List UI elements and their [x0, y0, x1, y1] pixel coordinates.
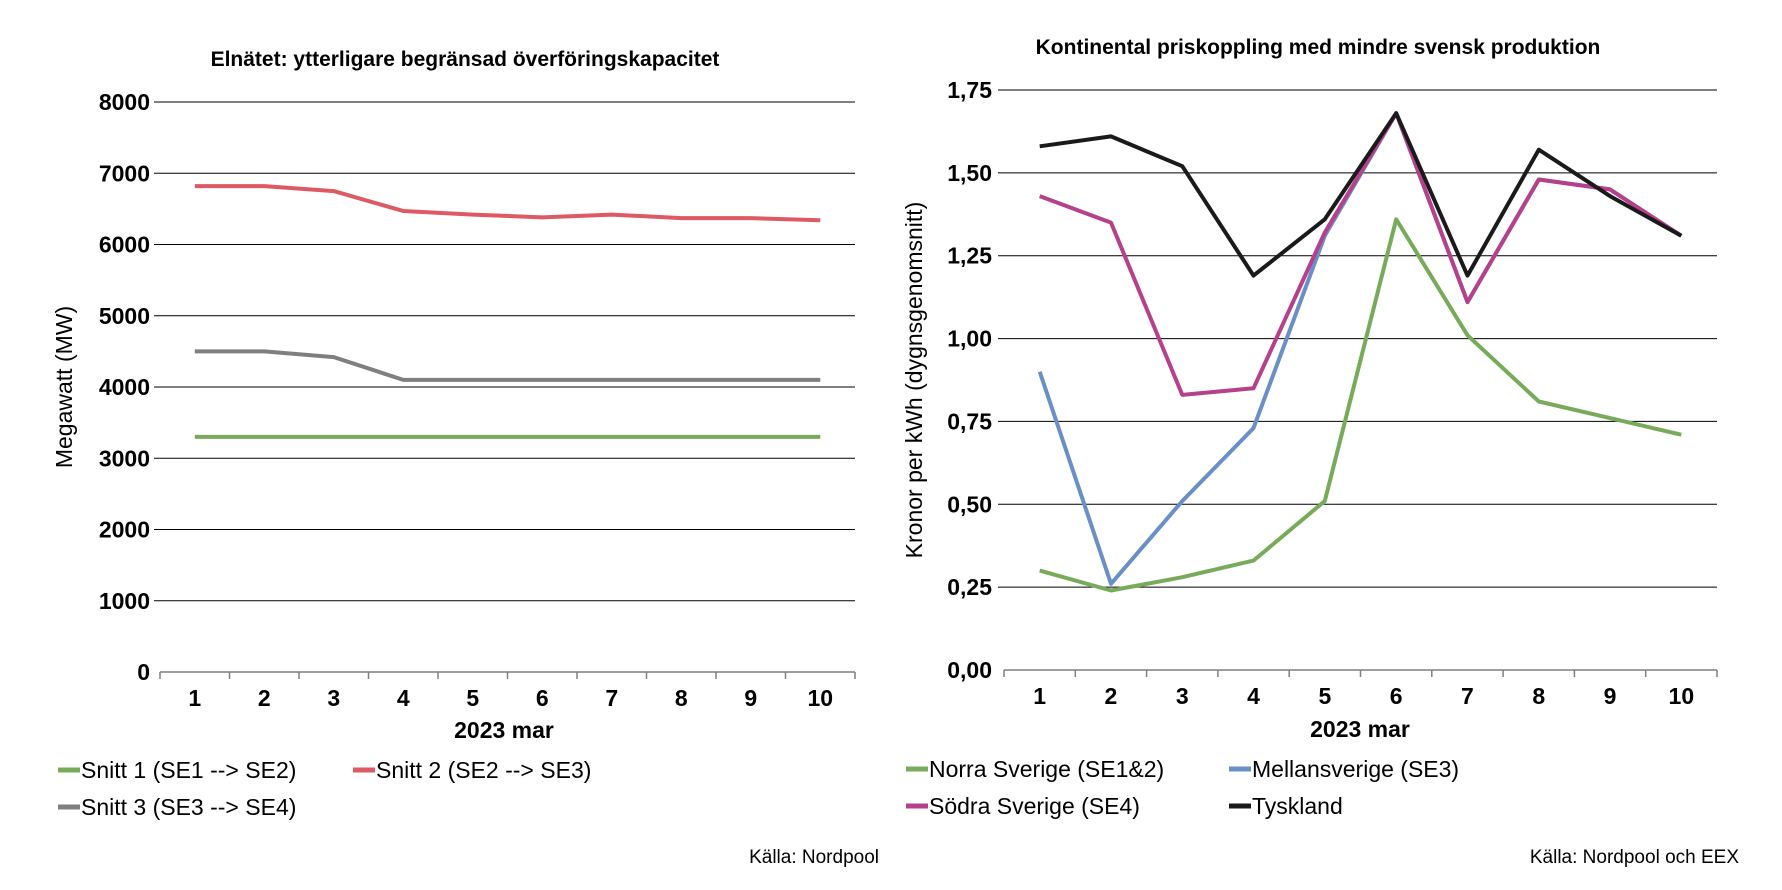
legend-label: Snitt 1 (SE1 --> SE2) [81, 757, 296, 783]
x-tick-label: 10 [807, 685, 833, 711]
y-tick-label: 5000 [99, 303, 150, 329]
legend-label: Snitt 2 (SE2 --> SE3) [376, 757, 591, 783]
y-axis-label: Megawatt (MW) [51, 306, 77, 468]
legend-label: Södra Sverige (SE4) [929, 793, 1140, 819]
series-line [194, 184, 821, 223]
chart-title: Kontinental priskoppling med mindre sven… [1036, 36, 1601, 59]
y-tick-label: 0,50 [947, 491, 992, 517]
x-tick-label: 8 [1532, 683, 1545, 709]
y-tick-label: 3000 [99, 445, 150, 471]
y-tick-label: 1,25 [947, 243, 992, 269]
x-tick-label: 9 [1604, 683, 1617, 709]
y-tick-label: 2000 [99, 517, 150, 543]
y-axis-label: Kronor per kWh (dygnsgenomsnitt) [901, 202, 927, 559]
x-tick-label: 5 [466, 685, 479, 711]
x-tick-label: 2 [1105, 683, 1118, 709]
source-note: Källa: Nordpool och EEX [1530, 847, 1739, 868]
source-note: Källa: Nordpool [749, 847, 879, 868]
x-tick-label: 1 [1033, 683, 1046, 709]
x-tick-label: 7 [1461, 683, 1474, 709]
y-tick-label: 7000 [99, 160, 150, 186]
y-tick-label: 4000 [99, 374, 150, 400]
series-line [1039, 111, 1683, 397]
x-tick-label: 8 [675, 685, 688, 711]
legend-label: Snitt 3 (SE3 --> SE4) [81, 794, 296, 820]
x-tick-label: 9 [744, 685, 757, 711]
y-tick-label: 1,75 [947, 77, 992, 103]
y-tick-label: 0,00 [947, 657, 992, 683]
x-tick-label: 6 [536, 685, 549, 711]
x-tick-label: 6 [1390, 683, 1403, 709]
series-line [1037, 111, 1683, 586]
y-tick-label: 1,00 [947, 326, 992, 352]
y-tick-label: 0,75 [947, 408, 992, 434]
x-tick-label: 1 [188, 685, 201, 711]
legend-label: Tyskland [1252, 793, 1343, 819]
legend-label: Norra Sverige (SE1&2) [929, 756, 1164, 782]
x-tick-label: 10 [1669, 683, 1695, 709]
chart-title: Elnätet: ytterligare begränsad överförin… [211, 48, 720, 71]
x-tick-label: 4 [397, 685, 410, 711]
series-line [194, 349, 821, 382]
y-tick-label: 1,50 [947, 160, 992, 186]
y-tick-label: 1000 [99, 588, 150, 614]
series-line [1039, 111, 1683, 278]
x-tick-label: 2 [258, 685, 271, 711]
y-tick-label: 0 [137, 659, 150, 685]
x-axis-label: 2023 mar [454, 717, 554, 743]
legend-label: Mellansverige (SE3) [1252, 756, 1459, 782]
x-axis-label: 2023 mar [1310, 716, 1410, 742]
y-tick-label: 6000 [99, 232, 150, 258]
x-tick-label: 3 [1176, 683, 1189, 709]
x-tick-label: 3 [327, 685, 340, 711]
x-tick-label: 4 [1247, 683, 1260, 709]
series-line [1039, 217, 1682, 593]
x-tick-label: 5 [1318, 683, 1331, 709]
x-tick-label: 7 [605, 685, 618, 711]
y-tick-label: 8000 [99, 89, 150, 115]
y-tick-label: 0,25 [947, 574, 992, 600]
